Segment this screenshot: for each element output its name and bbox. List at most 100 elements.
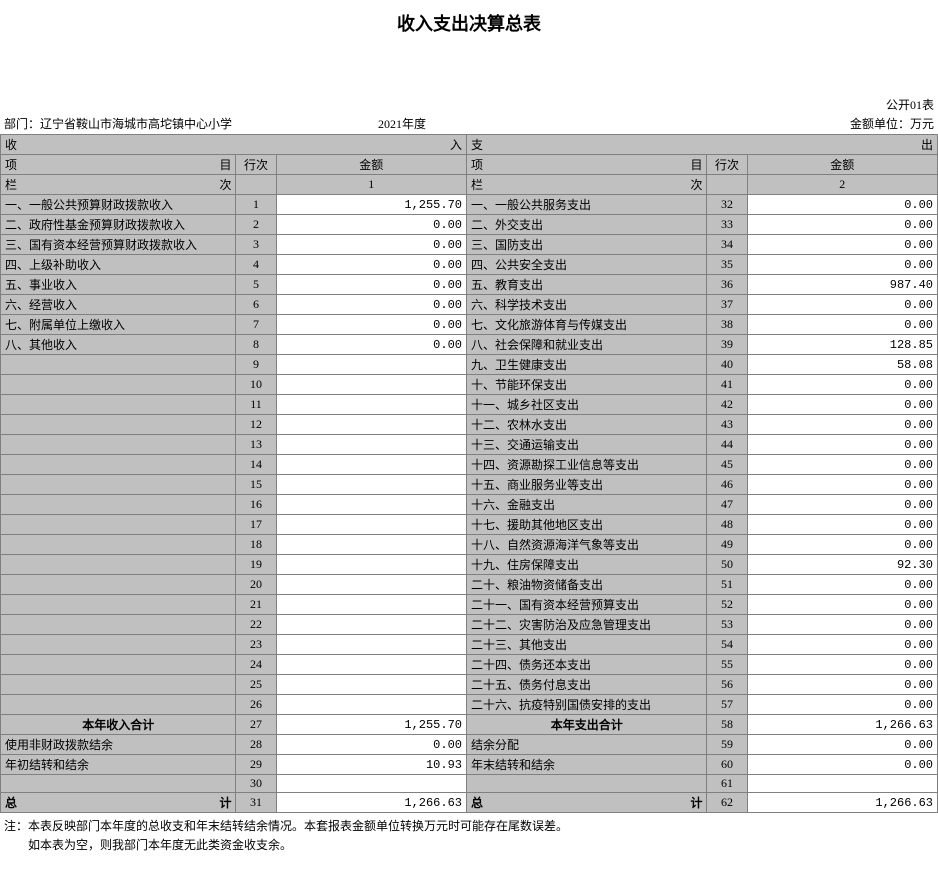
- income-amount: [276, 375, 466, 395]
- income-amount: [276, 615, 466, 635]
- expense-item: 九、卫生健康支出: [466, 355, 706, 375]
- income-amount: 1,255.70: [276, 195, 466, 215]
- table-row: 15十五、商业服务业等支出460.00: [1, 475, 938, 495]
- hdr-row-r: 行次: [707, 155, 747, 175]
- expense-item: 二十六、抗疫特别国债安排的支出: [466, 695, 706, 715]
- income-rownum: 26: [236, 695, 276, 715]
- income-amount: [276, 355, 466, 375]
- income-item: [1, 495, 236, 515]
- table-header-side: 收 入 支 出: [1, 135, 938, 155]
- table-row: 五、事业收入50.00五、教育支出36987.40: [1, 275, 938, 295]
- expense-rownum: 49: [707, 535, 747, 555]
- expense-item: 结余分配: [466, 735, 706, 755]
- expense-amount: 58.08: [747, 355, 937, 375]
- table-row: 使用非财政拨款结余280.00结余分配590.00: [1, 735, 938, 755]
- income-amount: 0.00: [276, 235, 466, 255]
- expense-item: 二十五、债务付息支出: [466, 675, 706, 695]
- expense-item: 本年支出合计: [466, 715, 706, 735]
- table-row: 二、政府性基金预算财政拨款收入20.00二、外交支出330.00: [1, 215, 938, 235]
- income-rownum: 28: [236, 735, 276, 755]
- expense-item: 十九、住房保障支出: [466, 555, 706, 575]
- income-amount: 1,266.63: [276, 793, 466, 813]
- income-item: [1, 655, 236, 675]
- expense-rownum: 41: [707, 375, 747, 395]
- expense-amount: 0.00: [747, 635, 937, 655]
- expense-rownum: 45: [707, 455, 747, 475]
- expense-amount: 0.00: [747, 755, 937, 775]
- expense-item: 二十一、国有资本经营预算支出: [466, 595, 706, 615]
- income-rownum: 25: [236, 675, 276, 695]
- expense-item: 二十三、其他支出: [466, 635, 706, 655]
- hdr-colnum-r: 2: [747, 175, 937, 195]
- income-item: [1, 475, 236, 495]
- unit: 金额单位：万元: [850, 115, 934, 132]
- income-item: [1, 575, 236, 595]
- income-item: [1, 355, 236, 375]
- table-row: 23二十三、其他支出540.00: [1, 635, 938, 655]
- expense-rownum: 52: [707, 595, 747, 615]
- expense-item: 十四、资源勘探工业信息等支出: [466, 455, 706, 475]
- income-item: [1, 695, 236, 715]
- table-row: 年初结转和结余2910.93年末结转和结余600.00: [1, 755, 938, 775]
- table-row: 10十、节能环保支出410.00: [1, 375, 938, 395]
- income-item: 一、一般公共预算财政拨款收入: [1, 195, 236, 215]
- income-rownum: 5: [236, 275, 276, 295]
- expense-amount: 0.00: [747, 315, 937, 335]
- table-row: 11十一、城乡社区支出420.00: [1, 395, 938, 415]
- expense-rownum: 39: [707, 335, 747, 355]
- income-amount: [276, 575, 466, 595]
- income-amount: [276, 535, 466, 555]
- income-rownum: 4: [236, 255, 276, 275]
- income-rownum: 17: [236, 515, 276, 535]
- income-amount: 0.00: [276, 295, 466, 315]
- expense-amount: 0.00: [747, 235, 937, 255]
- meta-row-2: 部门：辽宁省鞍山市海城市高坨镇中心小学 2021年度 金额单位：万元: [0, 115, 938, 134]
- income-rownum: 2: [236, 215, 276, 235]
- expense-rownum: 55: [707, 655, 747, 675]
- expense-amount: 92.30: [747, 555, 937, 575]
- expense-item: 十三、交通运输支出: [466, 435, 706, 455]
- expense-item: 十二、农林水支出: [466, 415, 706, 435]
- income-amount: [276, 695, 466, 715]
- income-item: 四、上级补助收入: [1, 255, 236, 275]
- hdr-col-l: 栏 次: [1, 175, 236, 195]
- expense-amount: 0.00: [747, 255, 937, 275]
- expense-item: 六、科学技术支出: [466, 295, 706, 315]
- income-side: 收 入: [1, 135, 467, 155]
- income-item: 使用非财政拨款结余: [1, 735, 236, 755]
- expense-item: 十一、城乡社区支出: [466, 395, 706, 415]
- income-rownum: 7: [236, 315, 276, 335]
- expense-rownum: 53: [707, 615, 747, 635]
- expense-amount: 0.00: [747, 615, 937, 635]
- income-item: [1, 595, 236, 615]
- income-amount: [276, 475, 466, 495]
- income-item: [1, 435, 236, 455]
- report-code: 公开01表: [886, 96, 934, 113]
- table-row: 13十三、交通运输支出440.00: [1, 435, 938, 455]
- income-item: 年初结转和结余: [1, 755, 236, 775]
- expense-rownum: 47: [707, 495, 747, 515]
- expense-amount: 1,266.63: [747, 793, 937, 813]
- hdr-col-r: 栏 次: [466, 175, 706, 195]
- income-item: [1, 395, 236, 415]
- income-rownum: 12: [236, 415, 276, 435]
- expense-amount: 0.00: [747, 575, 937, 595]
- income-item: 总计: [1, 793, 236, 813]
- income-rownum: 9: [236, 355, 276, 375]
- income-item: 三、国有资本经营预算财政拨款收入: [1, 235, 236, 255]
- expense-rownum: 61: [707, 775, 747, 793]
- expense-item: 总计: [466, 793, 706, 813]
- hdr-amt-r: 金额: [747, 155, 937, 175]
- income-rownum: 24: [236, 655, 276, 675]
- hdr-item-r: 项 目: [466, 155, 706, 175]
- expense-amount: 0.00: [747, 375, 937, 395]
- income-amount: [276, 775, 466, 793]
- expense-amount: [747, 775, 937, 793]
- table-row: 26二十六、抗疫特别国债安排的支出570.00: [1, 695, 938, 715]
- expense-item: 二十二、灾害防治及应急管理支出: [466, 615, 706, 635]
- expense-amount: 0.00: [747, 215, 937, 235]
- income-rownum: 29: [236, 755, 276, 775]
- expense-item: 五、教育支出: [466, 275, 706, 295]
- income-rownum: 18: [236, 535, 276, 555]
- income-item: [1, 415, 236, 435]
